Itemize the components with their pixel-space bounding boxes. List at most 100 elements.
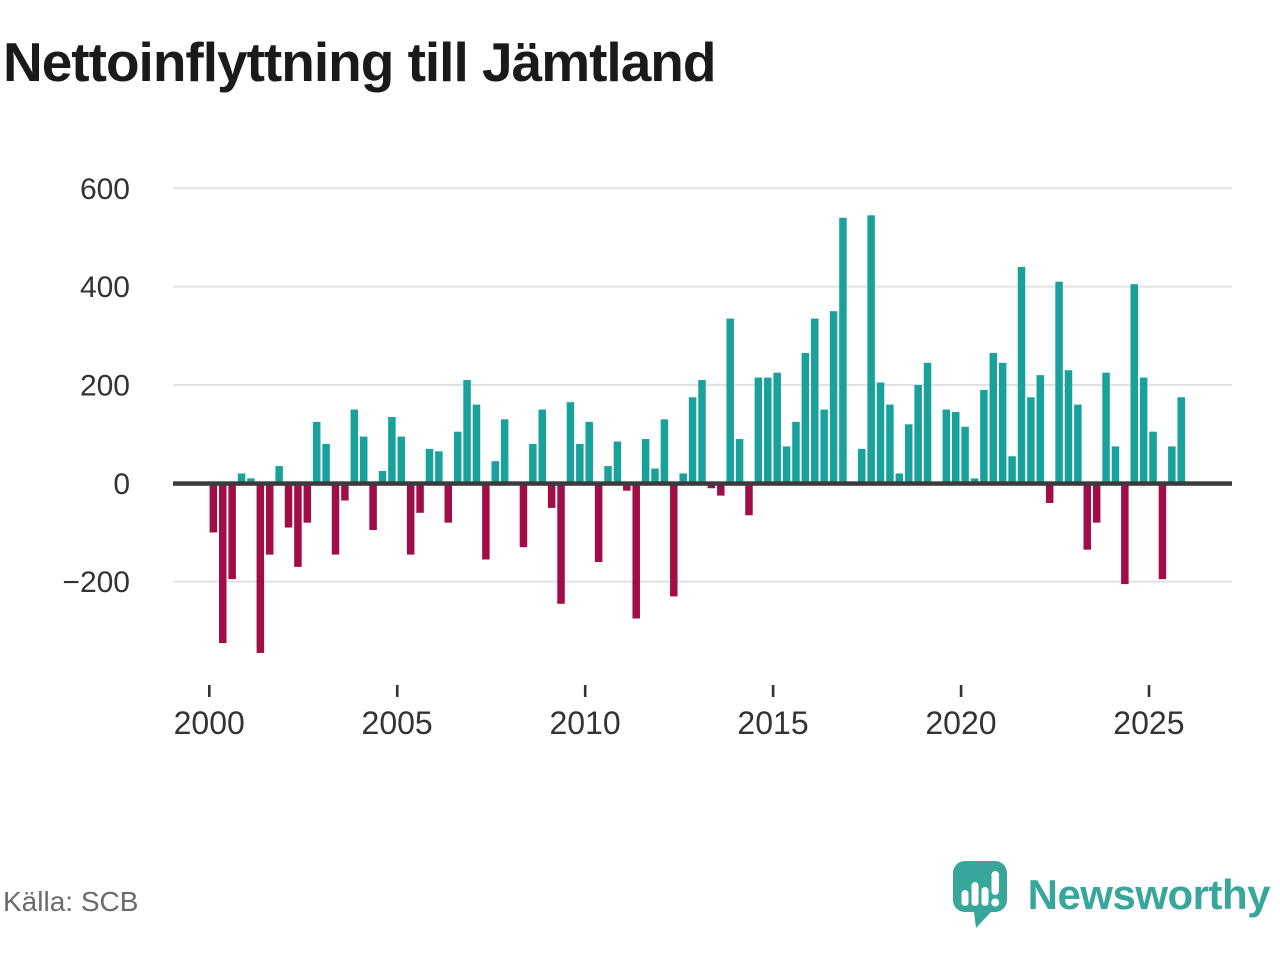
- bar-2000-Q1: [209, 483, 218, 533]
- bar-2014-Q3: [754, 377, 763, 484]
- bar-2006-Q4: [463, 380, 471, 484]
- bar-2021-Q4: [1027, 397, 1035, 484]
- y-tick-label-400: 400: [80, 271, 130, 304]
- bar-2001-Q3: [265, 483, 274, 555]
- bar-2024-Q1: [1111, 446, 1120, 484]
- bar-2016-Q3: [829, 311, 838, 484]
- x-tick-label-2015: 2015: [737, 705, 808, 741]
- bar-2019-Q1: [923, 362, 932, 484]
- bar-2015-Q1: [773, 372, 781, 484]
- x-tick-mark-2020: [959, 685, 963, 697]
- bar-2011-Q2: [632, 483, 640, 619]
- bar-2000-Q3: [228, 483, 236, 580]
- bar-2006-Q2: [444, 483, 453, 523]
- bar-2014-Q4: [764, 377, 772, 484]
- source-label: Källa: SCB: [3, 886, 139, 917]
- bar-2013-Q3: [717, 483, 725, 496]
- y-tick-label--200: −200: [62, 566, 130, 599]
- bar-2024-Q3: [1130, 284, 1139, 484]
- bar-2009-Q2: [557, 483, 565, 604]
- bar-2004-Q2: [369, 483, 377, 531]
- bar-2023-Q2: [1083, 483, 1092, 550]
- bar-2004-Q1: [359, 436, 368, 484]
- bar-2010-Q3: [604, 466, 612, 484]
- bar-2021-Q1: [998, 362, 1007, 484]
- bar-2010-Q2: [594, 483, 603, 562]
- bar-2023-Q3: [1092, 483, 1101, 523]
- bar-2012-Q2: [670, 483, 678, 597]
- x-tick-mark-2010: [583, 685, 587, 697]
- bar-2005-Q2: [406, 483, 415, 555]
- bar-2002-Q2: [294, 483, 302, 567]
- bar-2018-Q1: [886, 404, 894, 484]
- bar-2001-Q4: [275, 466, 283, 484]
- mini-bar-1: [961, 890, 969, 906]
- gridline-600: [173, 187, 1232, 190]
- bar-2008-Q3: [529, 443, 537, 484]
- bar-2020-Q1: [961, 426, 969, 484]
- gridline-400: [173, 285, 1232, 288]
- page-title: Nettoinflyttning till Jämtland: [3, 31, 716, 93]
- bar-2018-Q4: [914, 384, 922, 484]
- bar-2012-Q4: [688, 397, 697, 484]
- bar-2022-Q3: [1055, 281, 1063, 484]
- bar-2013-Q4: [726, 318, 734, 484]
- bar-2019-Q3: [942, 409, 951, 484]
- bar-2025-Q1: [1149, 431, 1157, 484]
- bar-2002-Q3: [303, 483, 312, 523]
- bar-2004-Q4: [388, 416, 396, 484]
- bar-2011-Q4: [651, 468, 659, 484]
- bar-2005-Q1: [397, 436, 406, 484]
- bar-2009-Q4: [576, 443, 584, 484]
- bar-2016-Q4: [839, 217, 847, 484]
- x-tick-label-2005: 2005: [362, 705, 433, 741]
- bar-2016-Q1: [811, 318, 819, 484]
- mini-bar-2: [971, 882, 979, 906]
- bar-2005-Q4: [425, 448, 434, 484]
- x-tick-mark-2015: [771, 685, 775, 697]
- bar-2001-Q2: [256, 483, 265, 653]
- bar-2007-Q4: [500, 419, 509, 484]
- bar-2011-Q3: [641, 439, 650, 484]
- bar-2024-Q4: [1139, 377, 1148, 484]
- bar-2025-Q3: [1168, 446, 1176, 484]
- bar-2000-Q4: [237, 473, 246, 484]
- bar-2003-Q1: [322, 443, 330, 484]
- bar-2010-Q4: [613, 441, 622, 484]
- bar-2025-Q4: [1177, 397, 1185, 484]
- bar-2003-Q3: [341, 483, 349, 501]
- bar-2012-Q1: [660, 419, 669, 484]
- bar-2006-Q3: [453, 431, 462, 484]
- bar-2020-Q2: [970, 478, 979, 484]
- newsworthy-logo: Newsworthy: [952, 860, 1271, 930]
- bar-2021-Q3: [1017, 266, 1026, 484]
- bar-2013-Q1: [698, 380, 706, 484]
- bar-2007-Q1: [472, 404, 481, 484]
- bar-2009-Q1: [547, 483, 556, 508]
- bar-2007-Q2: [482, 483, 490, 560]
- x-tick-mark-2000: [208, 685, 211, 697]
- bar-2022-Q1: [1036, 375, 1045, 484]
- mini-bar-3: [981, 887, 989, 906]
- speech-bubble-shape: [952, 861, 1007, 928]
- bar-2008-Q4: [538, 409, 546, 484]
- bar-2021-Q2: [1008, 456, 1016, 484]
- bar-2022-Q4: [1064, 370, 1073, 484]
- bar-2023-Q1: [1074, 404, 1082, 484]
- bar-2024-Q2: [1121, 483, 1129, 585]
- bar-2009-Q3: [566, 402, 575, 484]
- bar-2023-Q4: [1102, 372, 1110, 484]
- bar-2014-Q2: [745, 483, 753, 516]
- bar-2015-Q4: [801, 352, 810, 484]
- bar-2002-Q4: [312, 421, 321, 484]
- bar-2018-Q3: [904, 424, 913, 484]
- bar-2003-Q2: [331, 483, 340, 555]
- gridline--200: [173, 580, 1232, 583]
- bar-2025-Q2: [1158, 483, 1167, 580]
- bar-2018-Q2: [895, 473, 904, 484]
- bar-2015-Q3: [792, 421, 800, 484]
- bar-2019-Q4: [951, 412, 960, 484]
- bar-2014-Q1: [735, 439, 744, 484]
- bar-2016-Q2: [820, 409, 828, 484]
